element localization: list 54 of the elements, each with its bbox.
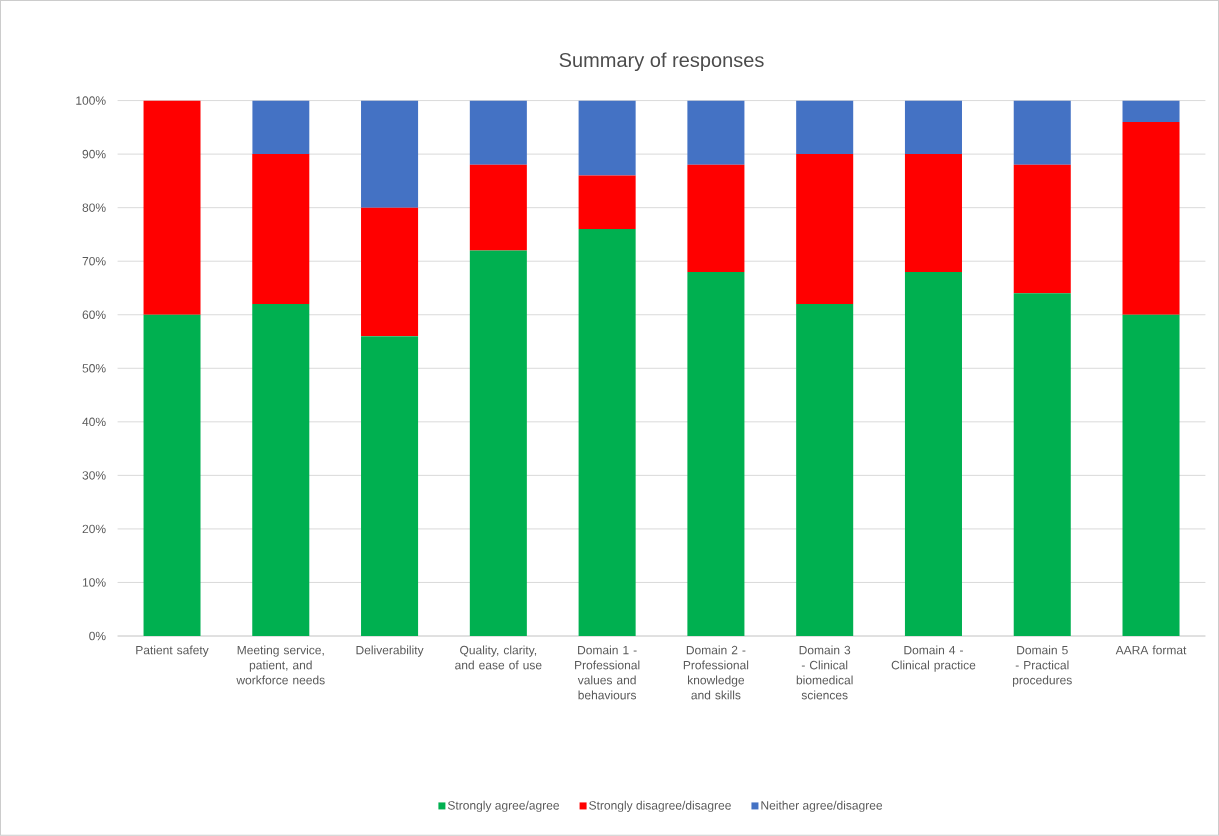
y-tick-label: 50% [82,364,106,373]
bar [904,100,962,155]
y-tick-label: 80% [82,203,106,213]
y-tick-label: 90% [82,150,106,159]
bar [904,154,962,273]
bar [469,250,527,637]
bar [469,100,527,165]
bar [904,272,962,637]
bar [1122,100,1180,123]
bar [252,100,310,155]
bar [143,314,201,637]
y-tick-label: 40% [82,417,106,427]
bar [1013,100,1071,165]
x-tick-label: Deliverability [356,645,424,657]
legend-label: Strongly agree/agree [447,800,560,813]
chart-title: Summary of responses [559,52,764,72]
y-tick-label: 20% [82,524,106,534]
x-tick-label: Domain 2 - Professional knowledge and skills [683,645,749,700]
bar [687,272,745,637]
y-tick-label: 10% [82,578,106,587]
y-tick-label: 70% [82,257,106,266]
x-tick-label: Quality, clarity, and ease of use [455,645,542,670]
y-tick-label: 0% [89,631,106,641]
x-tick-label: Domain 3 - Clinical biomedical sciences [796,645,853,700]
bar [252,304,310,637]
legend-label: Strongly disagree/disagree [589,800,731,813]
bar [469,164,527,251]
bar [578,229,636,637]
bar [687,100,745,165]
x-tick-label: Patient safety [136,645,209,657]
bar [1013,293,1071,637]
bar [143,100,201,315]
bar [361,336,419,637]
bar [1122,122,1180,315]
bar [1122,314,1180,637]
bar [687,164,745,273]
y-tick-label: 60% [82,310,106,320]
bar [361,100,419,208]
bar [796,100,854,155]
x-tick-label: Domain 4 - Clinical practice [891,645,976,672]
legend-label: Neither agree/disagree [761,800,883,813]
bar [578,100,636,176]
bar [361,207,419,337]
y-tick-label: 100% [76,96,106,105]
bar [796,304,854,637]
bar [578,175,636,230]
bar [1013,164,1071,294]
x-tick-label: Domain 1 - Professional values and behaviours [575,645,640,700]
y-tick-label: 30% [82,471,106,480]
x-tick-label: AARA format [1115,645,1187,655]
bar [796,154,854,305]
x-tick-label: Domain 5 - Practical procedures [1012,645,1072,687]
x-tick-label: Meeting service, patient, and workforce needs [236,645,325,685]
bar [252,154,310,305]
